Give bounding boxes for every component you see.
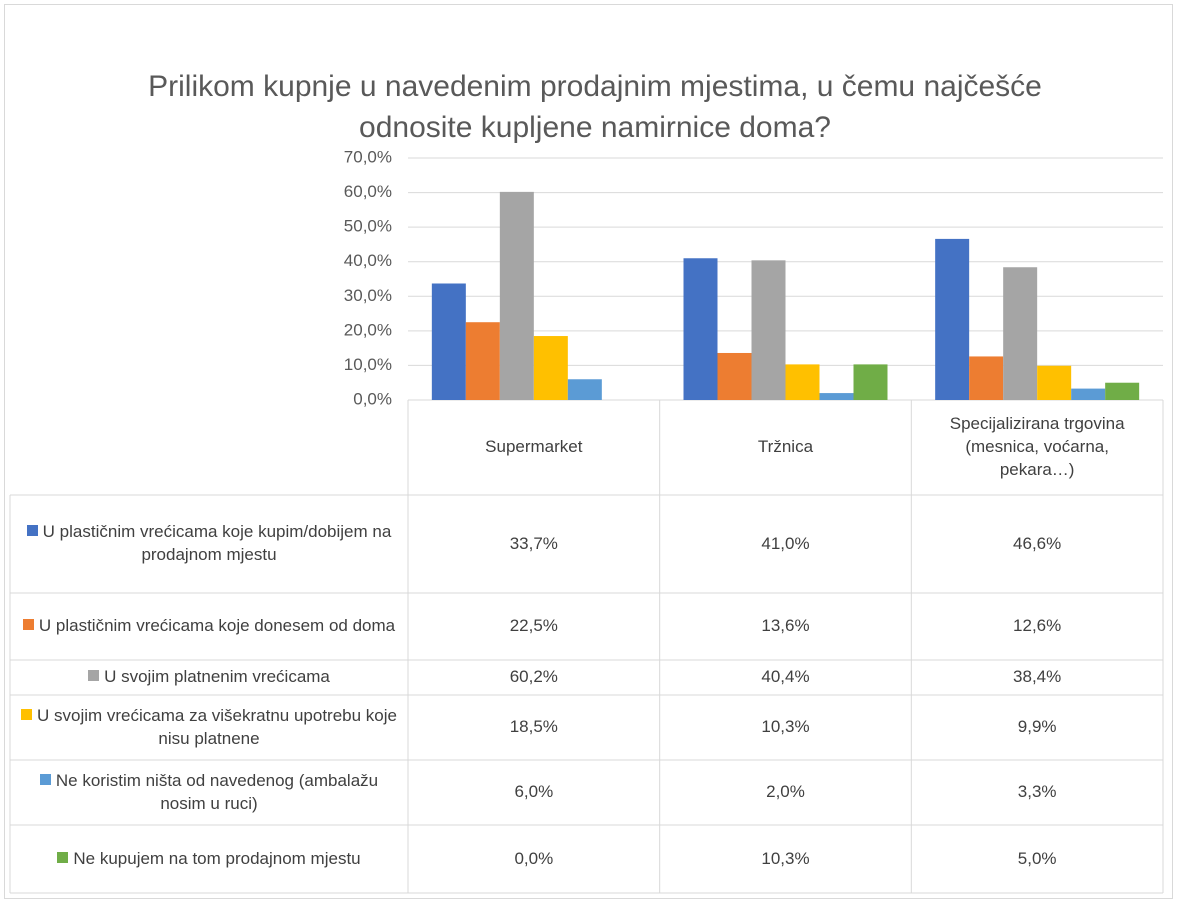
value-label: 41,0% [660,495,912,593]
value-label-text: 3,3% [1017,782,1057,802]
value-label-text: 10,3% [761,848,810,868]
bar [1037,365,1072,400]
bar [683,258,718,400]
y-tick-label: 20,0% [344,320,392,339]
bar [751,260,786,400]
value-label-text: 46,6% [1013,533,1062,553]
legend-entry: U svojim platnenim vrećicama [10,660,408,695]
value-label: 38,4% [911,660,1163,695]
value-label-text: 41,0% [761,533,810,553]
bar [1105,382,1140,400]
bar [785,364,820,400]
value-label-text: 13,6% [761,616,810,636]
legend-swatch [57,851,69,863]
value-label-text: 6,0% [514,782,554,802]
category-label-text: Supermarket [485,437,583,457]
y-tick-label: 0,0% [353,389,392,408]
category-label: Specijalizirana trgovina (mesnica, voćar… [911,400,1163,495]
value-label-text: 9,9% [1017,717,1057,737]
category-label-text: Specijalizirana trgovina (mesnica, voćar… [949,414,1125,479]
bar [717,352,752,400]
y-tick-label: 30,0% [344,286,392,305]
y-tick-label: 40,0% [344,251,392,270]
legend-entry: U plastičnim vrećicama koje donesem od d… [10,593,408,660]
bar [853,364,888,400]
legend-entry-text: Ne kupujem na tom prodajnom mjestu [73,848,361,868]
legend-item: U plastičnim vrećicama koje donesem od d… [22,615,396,638]
legend-entry-text: U plastičnim vrećicama koje kupim/dobije… [42,522,392,564]
value-label-text: 22,5% [509,616,558,636]
value-label: 12,6% [911,593,1163,660]
y-tick-label: 10,0% [344,355,392,374]
value-label-text: 33,7% [509,533,558,553]
legend-entry: Ne koristim ništa od navedenog (ambalažu… [10,760,408,825]
y-tick-label: 60,0% [344,182,392,201]
y-tick-label: 70,0% [344,147,392,166]
legend-item: Ne kupujem na tom prodajnom mjestu [57,848,361,871]
legend-entry: U plastičnim vrećicama koje kupim/dobije… [10,495,408,593]
bar [465,322,500,400]
category-label: Supermarket [408,400,660,495]
legend-entry-text: Ne koristim ništa od navedenog (ambalažu… [55,770,379,813]
legend-item: U plastičnim vrećicama koje kupim/dobije… [16,521,402,567]
bar [969,356,1004,400]
value-label-text: 5,0% [1017,848,1057,868]
legend-item: U svojim vrećicama za višekratnu upotreb… [16,705,402,751]
value-label: 3,3% [911,760,1163,825]
value-label: 9,9% [911,695,1163,760]
y-tick-label: 50,0% [344,217,392,236]
value-label: 2,0% [660,760,912,825]
legend-entry: Ne kupujem na tom prodajnom mjestu [10,825,408,893]
value-label: 10,3% [660,825,912,893]
value-label-text: 10,3% [761,717,810,737]
value-label: 40,4% [660,660,912,695]
value-label-text: 60,2% [509,667,558,687]
value-label: 10,3% [660,695,912,760]
value-label: 46,6% [911,495,1163,593]
value-label-text: 0,0% [514,848,554,868]
category-label-text: Tržnica [757,437,814,457]
bar [935,238,970,400]
legend-entry: U svojim vrećicama za višekratnu upotreb… [10,695,408,760]
legend-swatch [39,773,51,785]
legend-entry-text: U svojim platnenim vrećicama [104,667,330,687]
bar [1071,388,1106,400]
value-label: 22,5% [408,593,660,660]
bar [431,283,466,400]
value-label: 5,0% [911,825,1163,893]
value-label: 6,0% [408,760,660,825]
value-label: 33,7% [408,495,660,593]
legend-item: U svojim platnenim vrećicama [88,666,330,689]
chart-title: Prilikom kupnje u navedenim prodajnim mj… [148,69,1042,144]
bar [567,379,602,400]
legend-swatch [26,525,38,537]
value-label: 13,6% [660,593,912,660]
legend-entry-text: U svojim vrećicama za višekratnu upotreb… [37,705,397,748]
value-label-text: 2,0% [766,782,805,802]
value-label-text: 40,4% [761,667,810,687]
bar [819,393,854,400]
legend-entry-text: U plastičnim vrećicama koje donesem od d… [38,616,396,636]
value-label-text: 12,6% [1013,616,1062,636]
legend-swatch [22,619,34,631]
legend-swatch [21,708,32,720]
bar [499,191,534,400]
value-label: 18,5% [408,695,660,760]
bar [533,336,568,400]
bar [1003,267,1038,400]
legend-swatch [88,670,100,682]
value-label-text: 38,4% [1013,667,1062,687]
chart-border [4,4,1173,899]
value-label-text: 18,5% [509,717,558,737]
category-label: Tržnica [660,400,912,495]
legend-item: Ne koristim ništa od navedenog (ambalažu… [16,770,402,816]
value-label: 60,2% [408,660,660,695]
value-label: 0,0% [408,825,660,893]
